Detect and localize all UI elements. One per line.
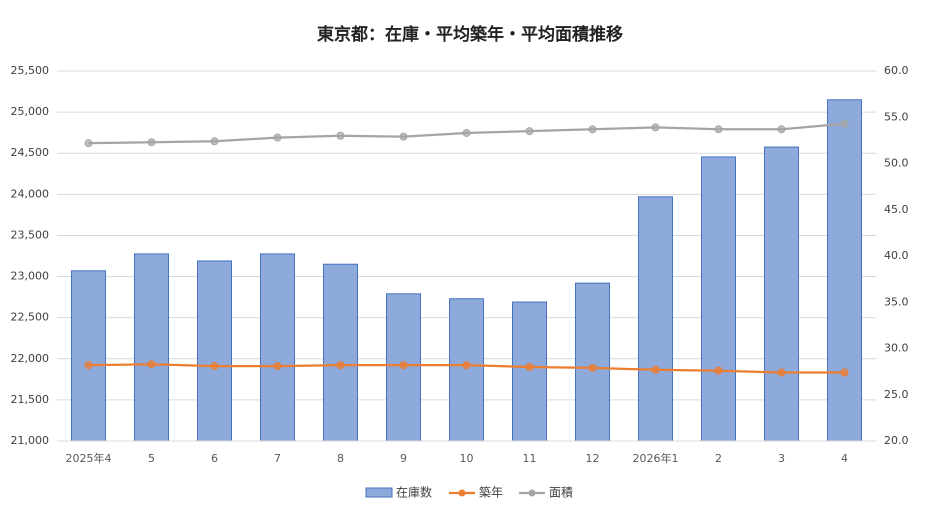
marker [84,361,93,370]
y2-tick-label: 50.0 [884,157,909,170]
bar [764,146,799,442]
marker [147,360,156,369]
x-tick-label: 11 [523,452,537,465]
bar [827,99,862,442]
marker [84,139,93,148]
y-tick-label: 21,500 [11,393,50,406]
marker [777,125,786,134]
y-tick-label: 21,000 [11,434,50,447]
marker [147,138,156,147]
x-tick-label: 2025年4 [66,451,112,465]
chart-title: 東京都：在庫・平均築年・平均面積推移 [317,24,623,45]
bar [323,263,358,442]
marker [525,363,534,371]
marker [399,132,408,141]
legend-swatch [528,489,536,497]
x-tick-label: 4 [841,452,848,465]
y2-tick-label: 30.0 [884,342,909,355]
legend-swatch [365,487,393,498]
x-tick-label: 9 [400,452,407,465]
x-tick-label: 10 [460,452,474,465]
bar [575,282,610,442]
marker [336,131,345,140]
marker [588,125,597,134]
marker [651,365,660,374]
bar [71,270,106,442]
y2-tick-label: 60.0 [884,64,909,77]
marker [336,361,345,370]
x-tick-label: 2026年1 [633,451,679,465]
bar [197,260,232,442]
y-tick-label: 25,000 [11,105,50,118]
marker [525,127,534,136]
y2-tick-label: 40.0 [884,249,909,262]
marker [273,362,282,371]
marker [777,368,786,377]
x-tick-label: 7 [274,452,281,465]
marker [273,133,282,142]
x-tick-label: 3 [778,452,785,465]
marker [840,368,849,377]
x-tick-label: 12 [586,452,600,465]
y2-tick-label: 45.0 [884,203,909,216]
y-tick-label: 23,500 [11,228,50,241]
y-tick-label: 24,000 [11,187,50,200]
x-tick-label: 5 [148,452,155,465]
marker [210,362,219,371]
y2-tick-label: 20.0 [884,434,909,447]
bar [134,253,169,442]
marker [714,366,723,375]
y-tick-label: 25,500 [11,64,50,77]
marker [462,361,471,370]
marker [651,123,660,132]
marker [210,137,219,146]
x-tick-label: 8 [337,452,344,465]
y2-tick-label: 55.0 [884,110,909,123]
legend-label: 築年 [479,485,503,500]
y2-tick-label: 35.0 [884,295,909,308]
legend-label: 面積 [549,485,573,500]
marker [588,363,597,372]
bar [701,156,736,442]
y-tick-label: 23,000 [11,270,50,283]
marker [840,119,849,128]
y2-tick-label: 25.0 [884,388,909,401]
marker [462,128,471,137]
marker [399,361,408,370]
y-tick-label: 22,000 [11,352,50,365]
bar [260,253,295,442]
bar [638,196,673,442]
bar [512,301,547,442]
x-tick-label: 6 [211,452,218,465]
legend-swatch [458,489,466,497]
bar [449,298,484,442]
marker [714,125,723,134]
y-tick-label: 22,500 [11,311,50,324]
legend-label: 在庫数 [396,485,432,500]
y-tick-label: 24,500 [11,146,50,159]
x-tick-label: 2 [715,452,722,465]
